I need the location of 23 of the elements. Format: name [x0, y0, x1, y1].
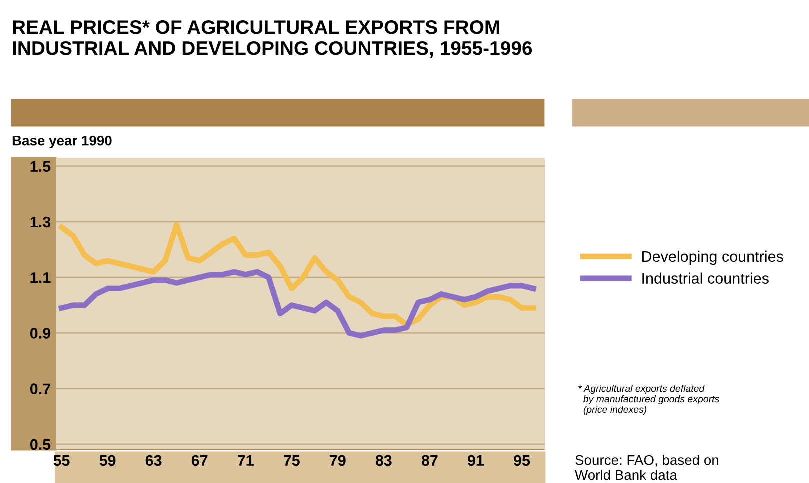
y-tick-label: 0.7	[30, 384, 50, 395]
text: * Agricultural exports deflated by manufactured goods exports (price indexes)	[578, 385, 720, 416]
x-tick-label: 95	[514, 455, 530, 466]
y-tick-label: 0.9	[30, 328, 51, 339]
x-tick-label: 71	[238, 455, 254, 466]
x-tick-label: 63	[146, 455, 162, 466]
chart-title: REAL PRICES* OF AGRICULTURAL EXPORTS FROM INDUSTRIAL AND DEVELOPING COUNTRIES, 1955-1996	[13, 20, 532, 58]
x-tick-label: 67	[192, 455, 208, 466]
x-tick-label: 91	[468, 455, 484, 466]
x-tick-label: 55	[54, 455, 70, 466]
x-tick-label: 83	[376, 455, 392, 466]
legend-label: Developing countries	[642, 250, 784, 266]
y-axis-title: Base year 1990	[12, 136, 112, 148]
x-tick-label: 75	[284, 455, 300, 466]
x-tick-label: 87	[422, 455, 438, 466]
y-tick-label: 1.1	[30, 272, 51, 284]
y-tick-label: 0.5	[30, 439, 51, 450]
x-tick-label: 59	[100, 455, 116, 466]
y-tick-label: 1.3	[30, 216, 51, 228]
source-note: Source: FAO, based on World Bank data	[575, 455, 718, 480]
x-tick-label: 79	[330, 455, 346, 466]
legend-label: Industrial countries	[642, 272, 769, 284]
y-tick-label: 1.5	[30, 161, 51, 172]
